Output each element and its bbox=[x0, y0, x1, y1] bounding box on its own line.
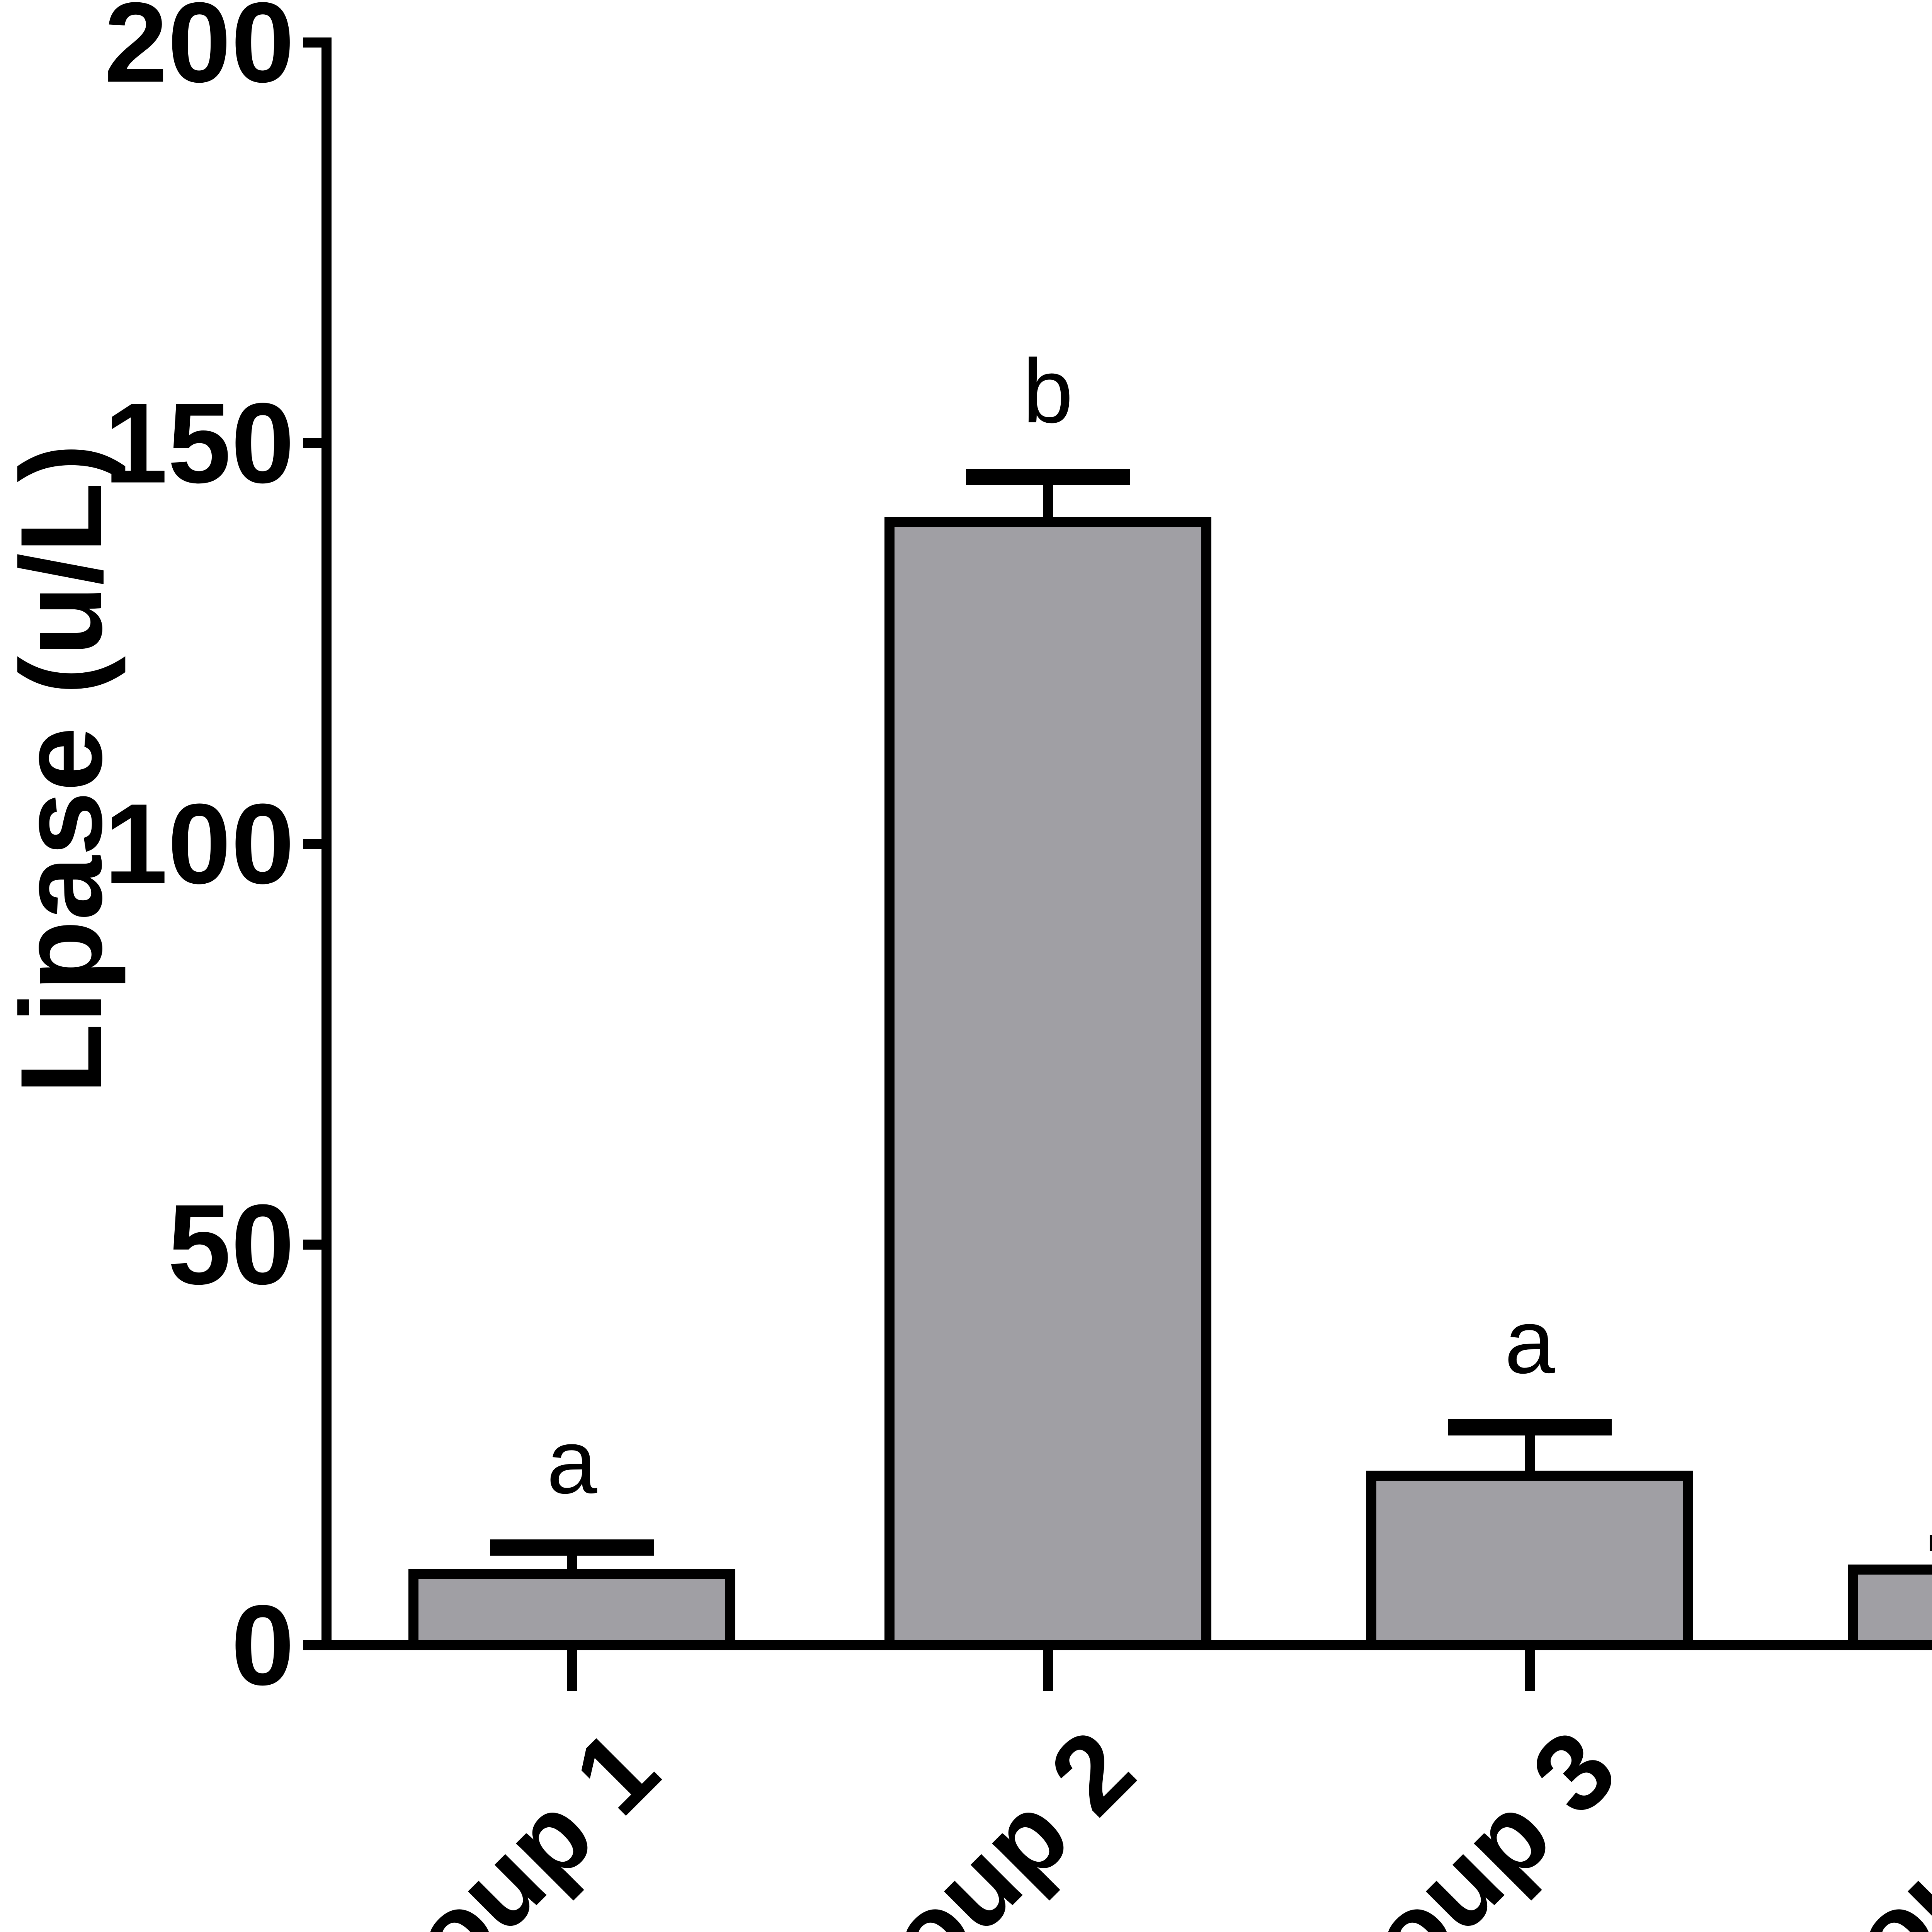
bar bbox=[1848, 1564, 1932, 1650]
bar bbox=[1366, 1470, 1693, 1650]
x-tick bbox=[567, 1650, 577, 1691]
x-tick bbox=[1043, 1650, 1053, 1691]
bar bbox=[884, 517, 1211, 1650]
y-tick-label: 150 bbox=[104, 379, 294, 507]
y-axis-title: Lipase (u/L) bbox=[0, 444, 126, 1094]
error-bar-cap bbox=[490, 1539, 654, 1556]
x-tick bbox=[1525, 1650, 1535, 1691]
y-tick-label: 100 bbox=[104, 780, 294, 908]
y-tick bbox=[303, 37, 332, 48]
error-bar-cap bbox=[966, 469, 1130, 485]
significance-letter: b bbox=[1022, 340, 1073, 442]
y-tick-label: 50 bbox=[167, 1180, 294, 1308]
y-tick bbox=[303, 1240, 332, 1250]
bar bbox=[408, 1569, 735, 1650]
error-bar-cap bbox=[1930, 1534, 1932, 1551]
y-tick bbox=[303, 1640, 332, 1650]
x-axis-label: Group 4 bbox=[1735, 1707, 1932, 1932]
x-axis-label: Group 2 bbox=[772, 1707, 1157, 1932]
significance-letter: a bbox=[546, 1410, 597, 1512]
significance-letter: a bbox=[1504, 1290, 1555, 1392]
x-axis-label: Group 1 bbox=[296, 1707, 681, 1932]
y-tick-label: 0 bbox=[231, 1581, 294, 1709]
x-axis-label: Group 3 bbox=[1253, 1707, 1639, 1932]
y-tick bbox=[303, 839, 332, 849]
error-bar-cap bbox=[1448, 1419, 1612, 1435]
y-tick bbox=[303, 438, 332, 448]
y-tick-label: 200 bbox=[104, 0, 294, 106]
